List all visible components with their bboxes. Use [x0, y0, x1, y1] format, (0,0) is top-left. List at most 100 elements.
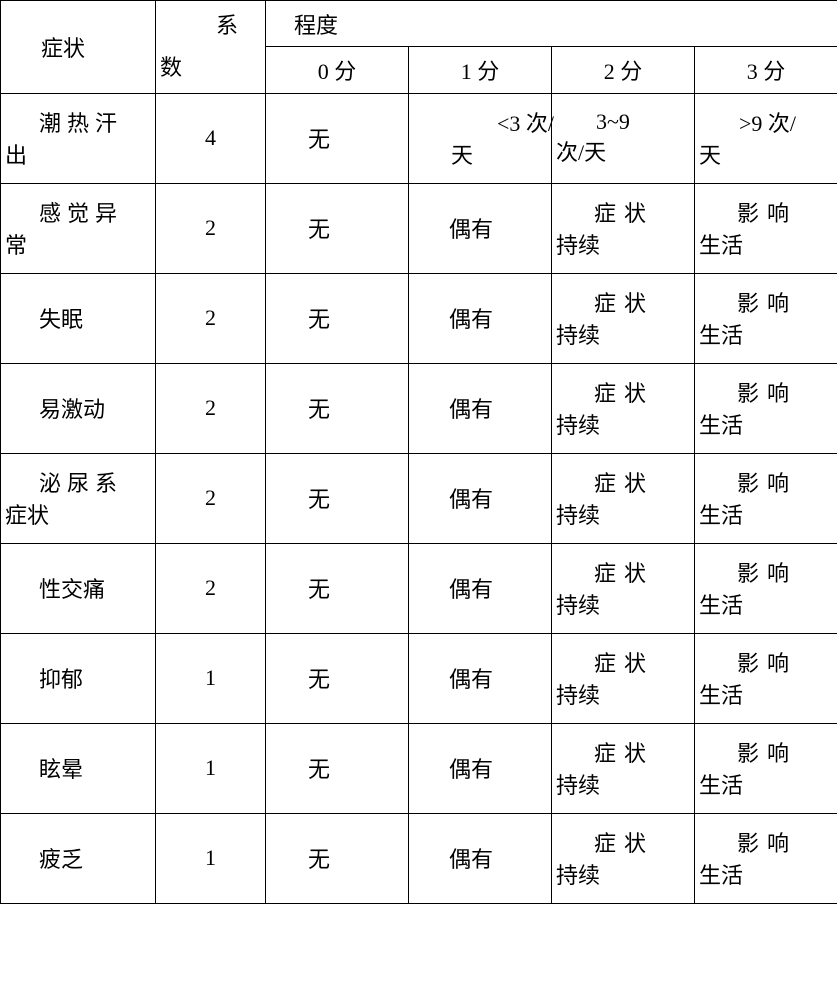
- score3-line2: 天: [695, 138, 837, 170]
- header-score-0: 0 分: [266, 47, 409, 93]
- score2-line1: 症状: [552, 286, 694, 318]
- symptom-line2: 常: [1, 228, 155, 260]
- score2-cell: 症状 持续: [552, 273, 695, 363]
- coef-cell: 2: [156, 273, 266, 363]
- score2-line2: 持续: [552, 588, 694, 620]
- symptom-cell: 疲乏: [1, 813, 156, 903]
- coef-cell: 4: [156, 93, 266, 183]
- score1-line2: 天: [449, 138, 551, 170]
- score0-cell: 无: [266, 453, 409, 543]
- symptom-text: 疲乏: [1, 842, 155, 874]
- header-score-3: 3 分: [695, 47, 837, 93]
- score2-line1: 症状: [552, 196, 694, 228]
- symptom-line2: 出: [1, 138, 155, 170]
- table-row: 易激动 2 无 偶有 症状 持续 影响 生活: [1, 363, 837, 453]
- score1-cell: <3 次/ 天: [409, 93, 552, 183]
- symptom-cell: 抑郁: [1, 633, 156, 723]
- symptom-cell: 眩晕: [1, 723, 156, 813]
- score2-cell: 3~9 次/天: [552, 93, 695, 183]
- symptom-line1: 泌尿系: [1, 466, 155, 498]
- score0-cell: 无: [266, 363, 409, 453]
- symptom-line1: 感觉异: [1, 196, 155, 228]
- symptom-cell: 失眠: [1, 273, 156, 363]
- coef-cell: 1: [156, 633, 266, 723]
- score1-line1: <3 次/: [449, 106, 551, 138]
- header-symptom: 症状: [1, 1, 156, 94]
- symptom-cell: 性交痛: [1, 543, 156, 633]
- score3-line1: 影响: [695, 286, 837, 318]
- table-row: 失眠 2 无 偶有 症状 持续 影响 生活: [1, 273, 837, 363]
- score2-cell: 症状 持续: [552, 453, 695, 543]
- score3-line1: 影响: [695, 196, 837, 228]
- score1-cell: 偶有: [409, 273, 552, 363]
- coef-cell: 2: [156, 363, 266, 453]
- score2-cell: 症状 持续: [552, 363, 695, 453]
- score3-line2: 生活: [695, 498, 837, 530]
- score2-line2: 持续: [552, 498, 694, 530]
- score2-cell: 症状 持续: [552, 723, 695, 813]
- table-row: 泌尿系 症状 2 无 偶有 症状 持续 影响 生活: [1, 453, 837, 543]
- score2-line1: 症状: [552, 646, 694, 678]
- score2-cell: 症状 持续: [552, 813, 695, 903]
- score2-cell: 症状 持续: [552, 633, 695, 723]
- score1-cell: 偶有: [409, 813, 552, 903]
- score3-line1: 影响: [695, 646, 837, 678]
- score0-cell: 无: [266, 273, 409, 363]
- score3-cell: 影响 生活: [695, 273, 837, 363]
- score3-cell: 影响 生活: [695, 723, 837, 813]
- symptom-text: 易激动: [1, 392, 155, 424]
- score3-line1: 影响: [695, 466, 837, 498]
- score3-line2: 生活: [695, 228, 837, 260]
- header-score-1: 1 分: [409, 47, 552, 93]
- score1-cell: 偶有: [409, 363, 552, 453]
- score2-line1: 症状: [552, 826, 694, 858]
- table-row: 潮热汗 出 4 无 <3 次/ 天 3~9 次/天 >9 次/ 天: [1, 93, 837, 183]
- symptom-text: 性交痛: [1, 572, 155, 604]
- score2-line2: 次/天: [552, 135, 694, 167]
- score3-cell: 影响 生活: [695, 183, 837, 273]
- score3-line1: 影响: [695, 736, 837, 768]
- score0-cell: 无: [266, 93, 409, 183]
- table-row: 性交痛 2 无 偶有 症状 持续 影响 生活: [1, 543, 837, 633]
- symptom-cell: 潮热汗 出: [1, 93, 156, 183]
- score0-cell: 无: [266, 183, 409, 273]
- score2-line1: 症状: [552, 376, 694, 408]
- score3-line2: 生活: [695, 678, 837, 710]
- score3-cell: 影响 生活: [695, 633, 837, 723]
- score1-cell: 偶有: [409, 543, 552, 633]
- table-row: 疲乏 1 无 偶有 症状 持续 影响 生活: [1, 813, 837, 903]
- score2-line2: 持续: [552, 858, 694, 890]
- symptom-cell: 泌尿系 症状: [1, 453, 156, 543]
- score3-line2: 生活: [695, 318, 837, 350]
- score3-line1: 影响: [695, 556, 837, 588]
- table-row: 眩晕 1 无 偶有 症状 持续 影响 生活: [1, 723, 837, 813]
- score2-line2: 持续: [552, 408, 694, 440]
- score3-cell: 影响 生活: [695, 363, 837, 453]
- score3-line2: 生活: [695, 588, 837, 620]
- symptom-text: 抑郁: [1, 662, 155, 694]
- table-row: 感觉异 常 2 无 偶有 症状 持续 影响 生活: [1, 183, 837, 273]
- score0-cell: 无: [266, 543, 409, 633]
- score0-cell: 无: [266, 723, 409, 813]
- symptom-text: 眩晕: [1, 752, 155, 784]
- score1-cell: 偶有: [409, 183, 552, 273]
- header-coefficient: 系 数: [156, 1, 266, 94]
- score3-cell: >9 次/ 天: [695, 93, 837, 183]
- score2-line1: 3~9: [552, 109, 694, 135]
- coef-cell: 2: [156, 183, 266, 273]
- score3-line1: >9 次/: [695, 106, 837, 138]
- symptom-score-table: 症状 系 数 程度 0 分 1 分 2 分 3 分 潮热汗 出 4 无: [0, 0, 837, 904]
- score2-line1: 症状: [552, 556, 694, 588]
- score3-cell: 影响 生活: [695, 543, 837, 633]
- score1-cell: 偶有: [409, 723, 552, 813]
- symptom-line2: 症状: [1, 498, 155, 530]
- score2-line2: 持续: [552, 228, 694, 260]
- score3-line1: 影响: [695, 826, 837, 858]
- score2-line1: 症状: [552, 736, 694, 768]
- score1-cell: 偶有: [409, 453, 552, 543]
- score0-cell: 无: [266, 633, 409, 723]
- coef-cell: 1: [156, 813, 266, 903]
- score3-line2: 生活: [695, 768, 837, 800]
- header-coefficient-line2: 数: [156, 55, 182, 80]
- header-degree: 程度: [266, 1, 837, 47]
